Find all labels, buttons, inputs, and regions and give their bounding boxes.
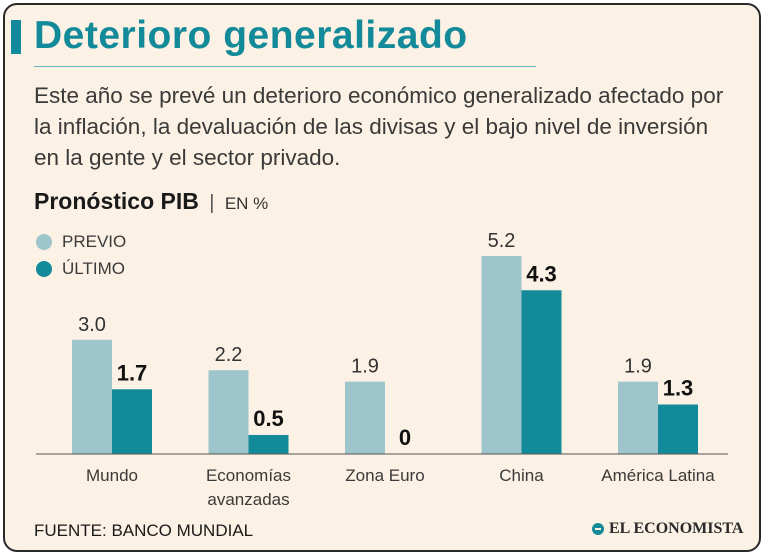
- bar-previo-1: [208, 370, 249, 454]
- legend-item-previo: PREVIO: [36, 228, 126, 255]
- bar-ultimo-1: [248, 434, 289, 454]
- data-label-ultimo-3: 4.3: [526, 261, 557, 286]
- chart-title-unit: EN %: [224, 194, 269, 213]
- data-label-ultimo-1: 0.5: [253, 406, 284, 431]
- legend-dot-previo-icon: [36, 233, 52, 250]
- category-label-3: China: [499, 466, 544, 485]
- data-label-previo-4: 1.9: [624, 356, 652, 378]
- bar-previo-3: [481, 256, 522, 454]
- page-title: Deterioro generalizado: [34, 14, 468, 57]
- data-label-ultimo-2: 0: [399, 425, 411, 450]
- category-label-2: Zona Euro: [345, 466, 424, 485]
- data-label-ultimo-4: 1.3: [663, 376, 694, 401]
- legend-item-ultimo: ÚLTIMO: [36, 255, 126, 282]
- source-note: FUENTE: BANCO MUNDIAL: [34, 521, 254, 540]
- bar-ultimo-0: [112, 389, 152, 454]
- bar-previo-0: [72, 339, 112, 454]
- bar-ultimo-4: [658, 404, 698, 454]
- category-label-1-line-1: avanzadas: [207, 490, 289, 509]
- intro-paragraph: Este año se prevé un deterioro económico…: [34, 83, 724, 170]
- chart-title-separator: |: [209, 192, 215, 214]
- legend-dot-ultimo-icon: [36, 260, 52, 277]
- title-divider: [34, 66, 536, 67]
- title-accent-bar: [11, 20, 21, 54]
- bar-previo-4: [618, 381, 658, 454]
- data-label-previo-0: 3.0: [78, 314, 106, 336]
- legend-label-ultimo: ÚLTIMO: [62, 258, 125, 278]
- infographic-card: [3, 3, 761, 552]
- category-label-1-line-0: Economías: [206, 466, 291, 485]
- data-label-previo-3: 5.2: [488, 230, 516, 252]
- brand-mark-icon: [592, 523, 604, 535]
- chart-legend: PREVIO ÚLTIMO: [36, 228, 126, 282]
- brand-name: EL ECONOMISTA: [609, 520, 744, 537]
- category-label-0: Mundo: [86, 466, 138, 485]
- chart-title-main: Pronóstico PIB: [34, 188, 199, 214]
- bar-previo-2: [345, 381, 385, 454]
- chart-title: Pronóstico PIB | EN %: [34, 188, 268, 215]
- category-label-4: América Latina: [601, 466, 715, 485]
- legend-label-previo: PREVIO: [62, 231, 127, 251]
- data-label-previo-2: 1.9: [351, 356, 379, 378]
- bar-ultimo-3: [521, 290, 562, 454]
- data-label-previo-1: 2.2: [215, 344, 243, 366]
- brand-logo: EL ECONOMISTA: [592, 520, 743, 538]
- data-label-ultimo-0: 1.7: [117, 360, 148, 385]
